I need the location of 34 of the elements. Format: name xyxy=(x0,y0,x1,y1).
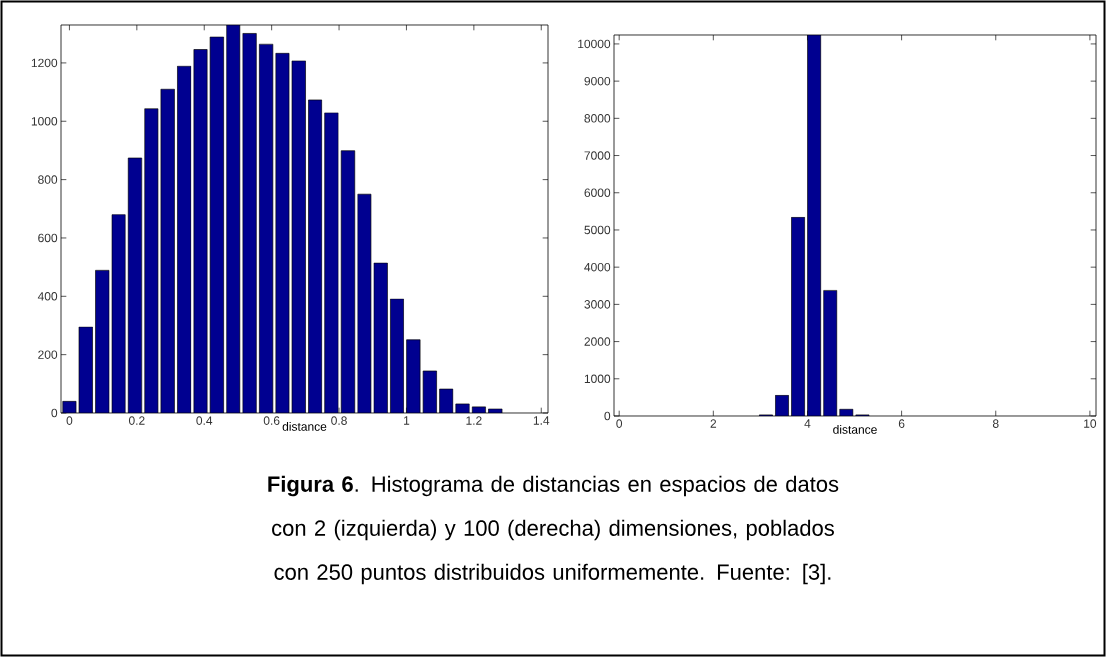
x-tick-label: 6 xyxy=(898,419,905,428)
y-tick-label: 1000 xyxy=(31,117,58,126)
x-tick-label: 0.8 xyxy=(331,416,347,425)
text: Figura 6. Histograma de distancias en espacios de datos con 2 (izquierda) y 100 (derecha) dimensiones, poblados con 250 puntos distribuidos uniformemente. Fuente: [3]. xyxy=(268,475,839,585)
y-tick-label: 1000 xyxy=(584,374,611,384)
x-tick-label: 8 xyxy=(992,419,999,428)
x-tick-label: 0.4 xyxy=(196,416,213,425)
x-tick-label: 1.4 xyxy=(533,416,550,425)
y-tick-label: 7000 xyxy=(584,151,611,160)
y-tick-label: 0 xyxy=(51,408,58,418)
y-tick-label: 5000 xyxy=(584,225,611,235)
x-tick-label: 1.2 xyxy=(466,416,482,425)
x-tick-label: 2 xyxy=(710,419,717,428)
y-tick-label: 800 xyxy=(38,175,58,184)
y-tick-label: 3000 xyxy=(584,300,611,309)
x-axis-title: distance xyxy=(833,425,877,434)
x-tick-label: 0.2 xyxy=(128,416,145,425)
x-tick-label: 10 xyxy=(1084,419,1097,428)
y-tick-label: 10000 xyxy=(578,39,611,49)
y-tick-label: 8000 xyxy=(584,114,611,123)
x-tick-label: 0 xyxy=(66,416,73,425)
x-tick-label: 4 xyxy=(804,419,811,428)
x-tick-label: 1 xyxy=(404,416,410,425)
x-axis-title: distance xyxy=(282,422,327,431)
y-tick-label: 400 xyxy=(37,292,58,301)
y-tick-label: 4000 xyxy=(584,262,611,272)
y-tick-label: 600 xyxy=(38,233,58,243)
y-tick-label: 200 xyxy=(38,350,58,359)
y-tick-label: 9000 xyxy=(584,76,611,86)
y-tick-label: 6000 xyxy=(584,188,611,198)
y-tick-label: 1200 xyxy=(31,58,58,68)
y-tick-label: 2000 xyxy=(584,337,611,346)
x-tick-label: 0.6 xyxy=(263,416,280,425)
x-tick-label: 0 xyxy=(616,419,623,428)
